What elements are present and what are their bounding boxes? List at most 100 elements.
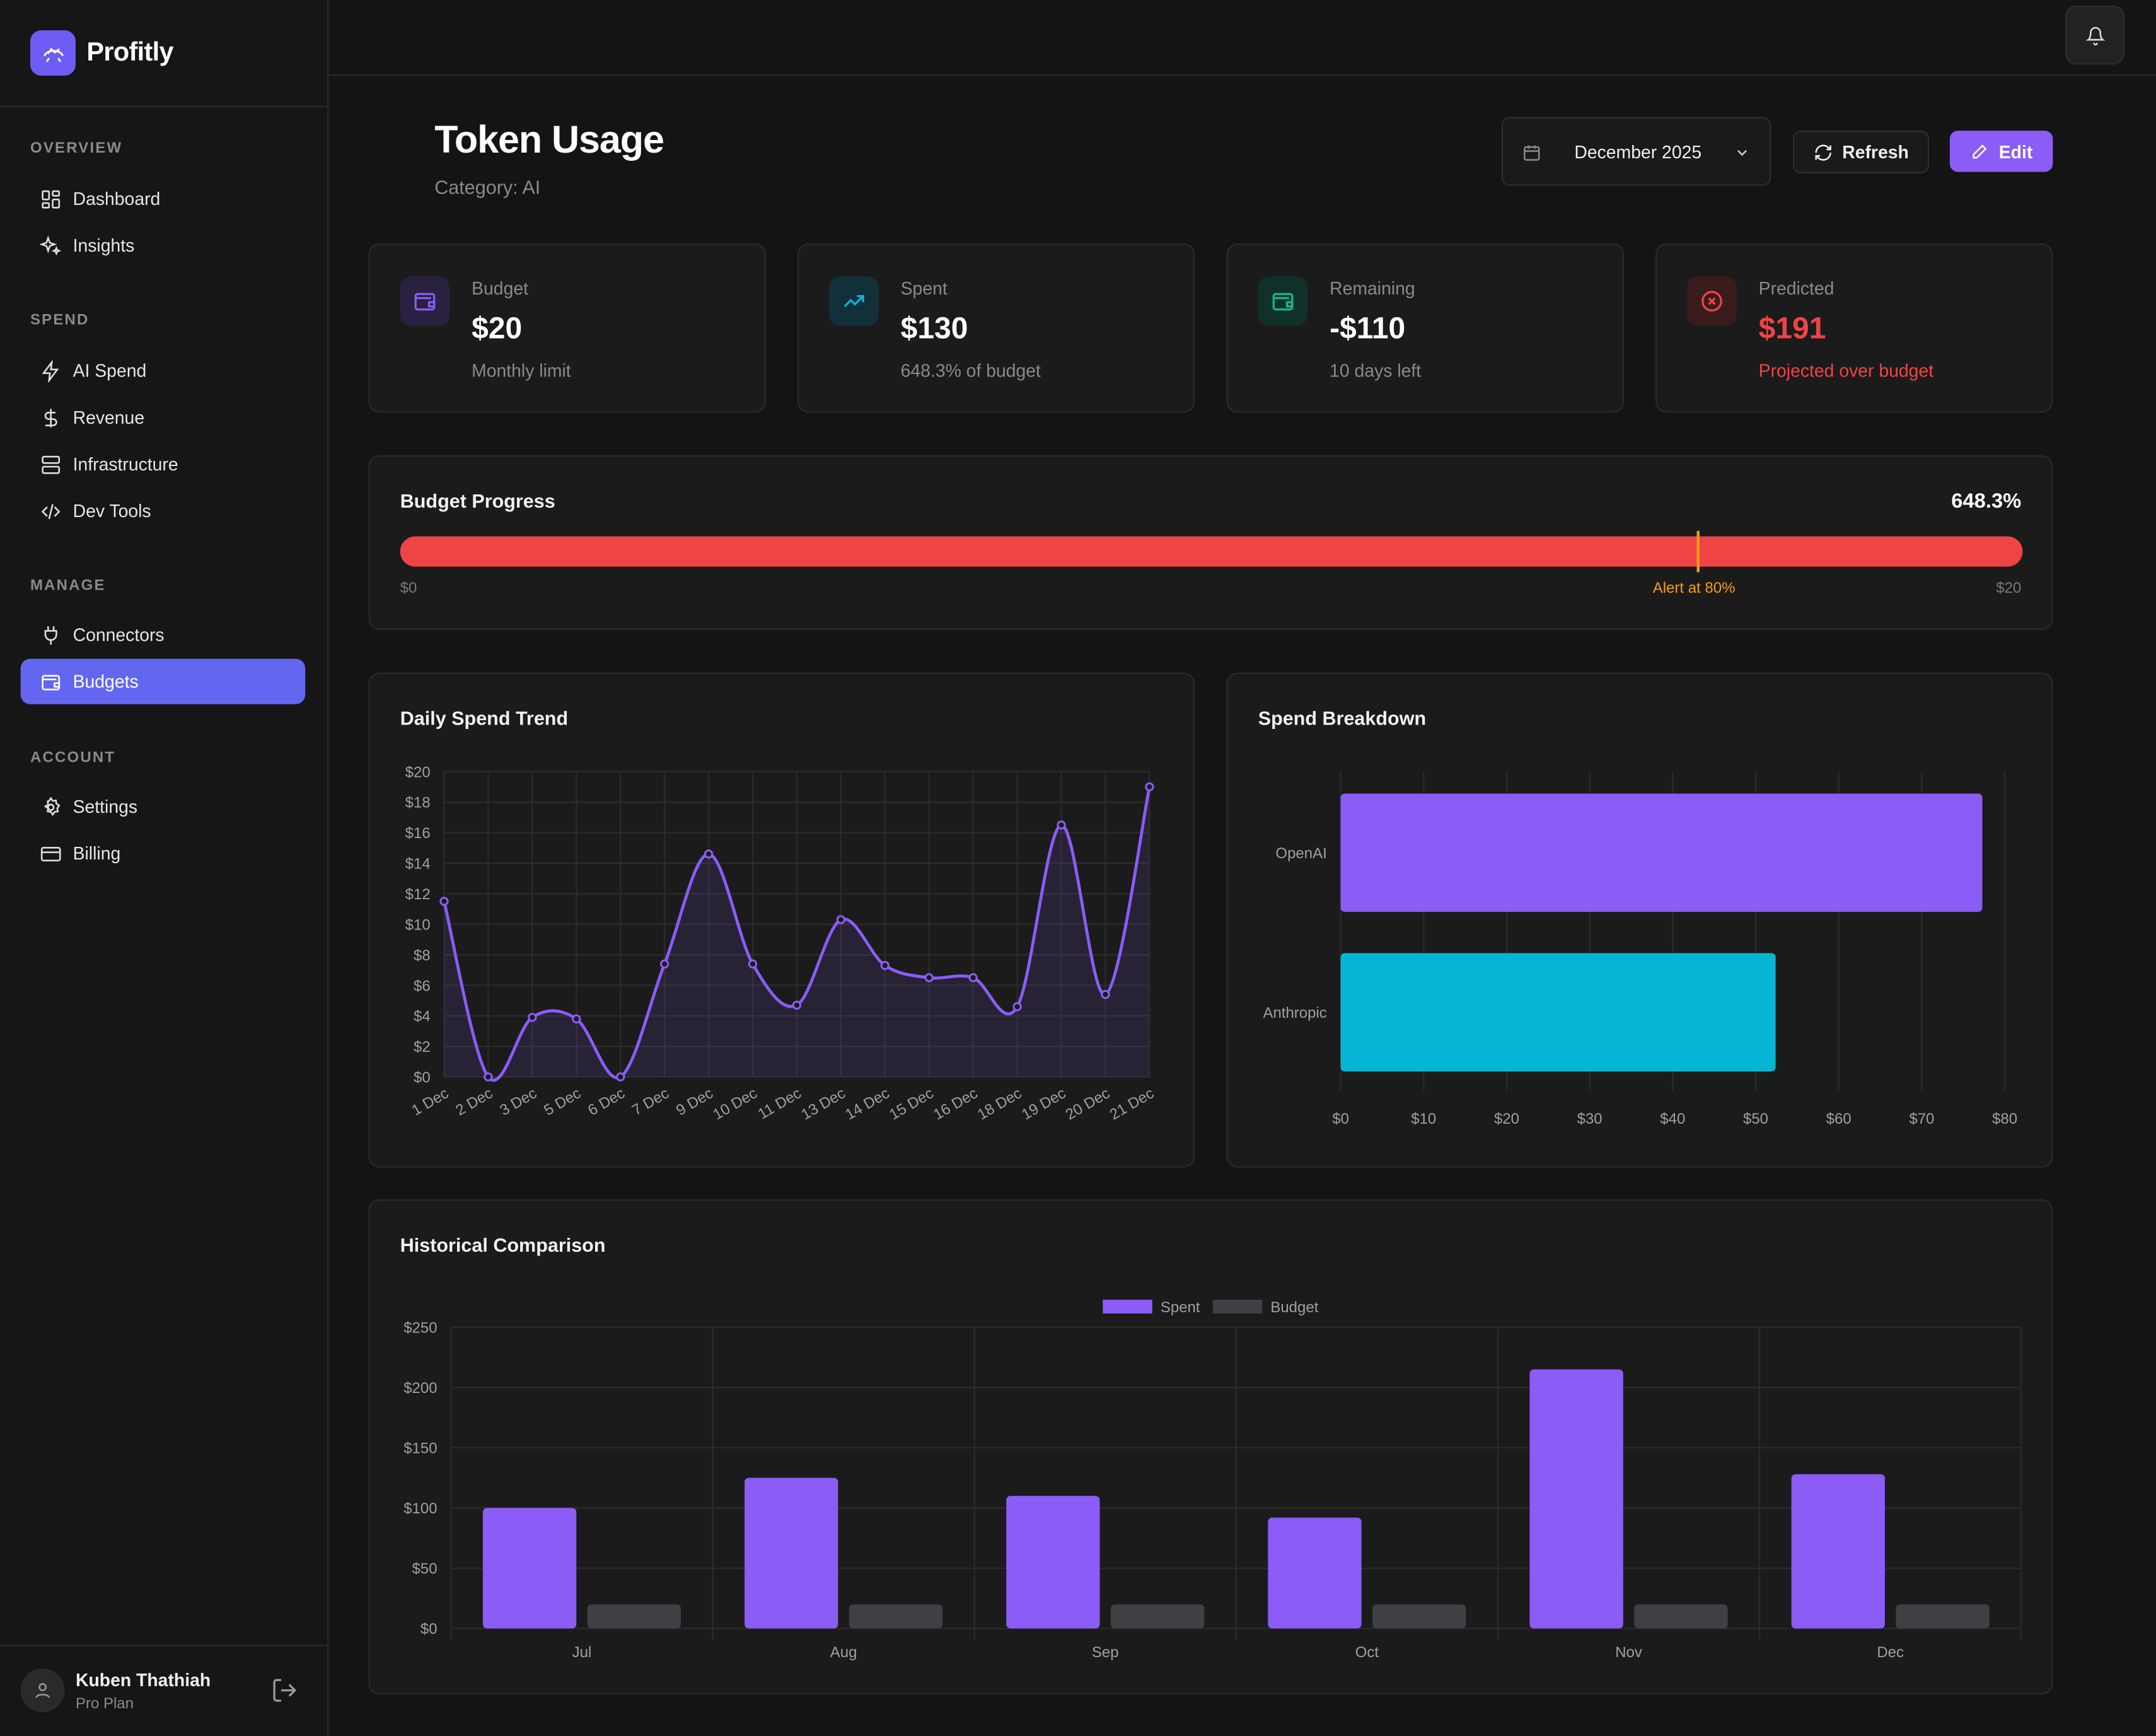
x-tick-label: 10 Dec (710, 1085, 760, 1123)
stat-card-predicted: Predicted $191 Projected over budget (1655, 243, 2053, 413)
sidebar-item-label: Billing (72, 843, 121, 864)
progress-max-label: $20 (1996, 580, 2022, 597)
bar (849, 1604, 943, 1629)
legend-label: Spent (1161, 1299, 1200, 1316)
x-tick-label: $30 (1577, 1110, 1603, 1127)
sidebar-item-billing[interactable]: Billing (21, 830, 305, 876)
sidebar-item-revenue[interactable]: Revenue (21, 395, 305, 440)
x-tick-label: 14 Dec (842, 1085, 892, 1123)
x-circle-icon (1687, 276, 1737, 326)
y-tick-label: $50 (412, 1561, 438, 1578)
sidebar-item-infrastructure[interactable]: Infrastructure (21, 441, 305, 487)
spend-breakdown-chart: $0 $10 $20 $30 $40 $50 $60 $70 $80 OpenAI Anthropi… (1263, 771, 2017, 1127)
month-select[interactable]: December 2025 (1501, 117, 1771, 186)
daily-spend-chart: $0 $2 $4 $6 $8 $10 $12 $14 $16 $18 $20 1 Dec 2 Dec 3 … (405, 764, 1157, 1123)
data-point (1101, 989, 1110, 999)
x-tick-label: Nov (1615, 1644, 1642, 1661)
sidebar-section-overview: OVERVIEW (30, 140, 123, 157)
x-tick-label: Sep (1092, 1644, 1119, 1661)
daily-spend-card: Daily Spend Trend $0 $2 $4 $6 $8 $10 $12 $14 $16… (368, 672, 1195, 1168)
brand[interactable]: Profitly (30, 30, 174, 76)
data-point (439, 897, 449, 906)
sidebar-item-settings[interactable]: Settings (21, 784, 305, 829)
stat-value: $20 (472, 310, 523, 346)
data-point (968, 973, 978, 982)
bar (1340, 793, 1983, 912)
logout-icon[interactable] (271, 1677, 299, 1704)
edit-label: Edit (1998, 141, 2033, 162)
sidebar-item-label: Connectors (72, 624, 165, 645)
data-point (792, 1000, 802, 1010)
stat-note: Projected over budget (1758, 360, 1934, 382)
x-tick-label: $60 (1826, 1110, 1852, 1127)
alert-marker (1696, 530, 1700, 573)
refresh-label: Refresh (1842, 141, 1909, 163)
x-tick-label: $80 (1992, 1110, 2017, 1127)
bar (1110, 1604, 1205, 1629)
sidebar-item-dashboard[interactable]: Dashboard (21, 176, 305, 221)
dollar-icon (44, 408, 57, 427)
sidebar-section-account: ACCOUNT (30, 749, 116, 766)
y-tick-label: $10 (405, 916, 431, 933)
brand-name: Profitly (86, 37, 173, 67)
sidebar-item-label: Dashboard (72, 188, 161, 209)
stat-note: 10 days left (1330, 360, 1422, 382)
x-tick-label: 3 Dec (497, 1085, 540, 1119)
x-tick-label: 5 Dec (541, 1085, 584, 1119)
x-tick-label: 15 Dec (886, 1085, 936, 1123)
sidebar-item-budgets[interactable]: Budgets (20, 658, 306, 704)
x-tick-label: 7 Dec (629, 1085, 672, 1119)
x-tick-label: 18 Dec (975, 1085, 1024, 1123)
y-tick-label: $6 (414, 977, 431, 994)
wallet-icon (400, 276, 450, 326)
wallet-icon (1258, 276, 1308, 326)
y-tick-label: $0 (414, 1069, 431, 1086)
pencil-icon (1972, 144, 1986, 159)
sidebar-item-ai-spend[interactable]: AI Spend (21, 348, 305, 393)
user-icon (35, 1683, 50, 1698)
stat-label: Remaining (1330, 277, 1415, 299)
stat-card-budget: Budget $20 Monthly limit (368, 243, 766, 413)
x-tick-label: $40 (1660, 1110, 1685, 1127)
edit-button[interactable]: Edit (1949, 131, 2053, 172)
x-tick-label: Oct (1355, 1644, 1379, 1661)
bell-icon (2085, 26, 2105, 45)
sidebar: Profitly OVERVIEW Dashboard Insights SPE… (0, 0, 329, 1736)
bar (1268, 1517, 1362, 1629)
card-title: Spend Breakdown (1258, 707, 1427, 729)
avatar[interactable] (20, 1668, 65, 1713)
y-tick-label: $200 (403, 1380, 437, 1397)
sidebar-item-label: Budgets (72, 671, 139, 692)
x-tick-label: 20 Dec (1063, 1085, 1113, 1123)
bar (1006, 1496, 1100, 1629)
dashboard-icon (42, 189, 61, 208)
sidebar-item-dev-tools[interactable]: Dev Tools (21, 488, 305, 533)
notifications-button[interactable] (2065, 5, 2124, 65)
sidebar-item-connectors[interactable]: Connectors (21, 612, 305, 658)
lightning-icon (42, 359, 59, 382)
x-tick-label: $0 (1332, 1110, 1349, 1127)
bar (1529, 1369, 1623, 1629)
x-tick-label: Aug (830, 1644, 857, 1661)
stat-label: Budget (472, 277, 528, 299)
data-point (659, 959, 669, 969)
refresh-button[interactable]: Refresh (1793, 131, 1930, 173)
card-title: Daily Spend Trend (400, 707, 569, 729)
data-point (880, 960, 890, 970)
page-subtitle: Category: AI (434, 176, 541, 199)
topbar-divider (328, 74, 2156, 76)
bar (1634, 1604, 1728, 1629)
historical-comparison-card: Historical Comparison $0 $50 $100 $150 $200 $… (368, 1199, 2053, 1695)
stat-value: $191 (1758, 310, 1826, 346)
data-point (704, 849, 714, 859)
code-icon (41, 503, 61, 519)
page-title: Token Usage (434, 118, 664, 161)
stat-card-remaining: Remaining -$110 10 days left (1226, 243, 1624, 413)
stat-note: Monthly limit (472, 360, 571, 382)
stat-label: Predicted (1758, 277, 1834, 299)
y-tick-label: $4 (414, 1008, 431, 1025)
x-tick-label: 1 Dec (409, 1085, 451, 1119)
sidebar-item-insights[interactable]: Insights (21, 223, 305, 268)
bar (1896, 1604, 1990, 1629)
sidebar-item-label: Settings (72, 796, 138, 817)
